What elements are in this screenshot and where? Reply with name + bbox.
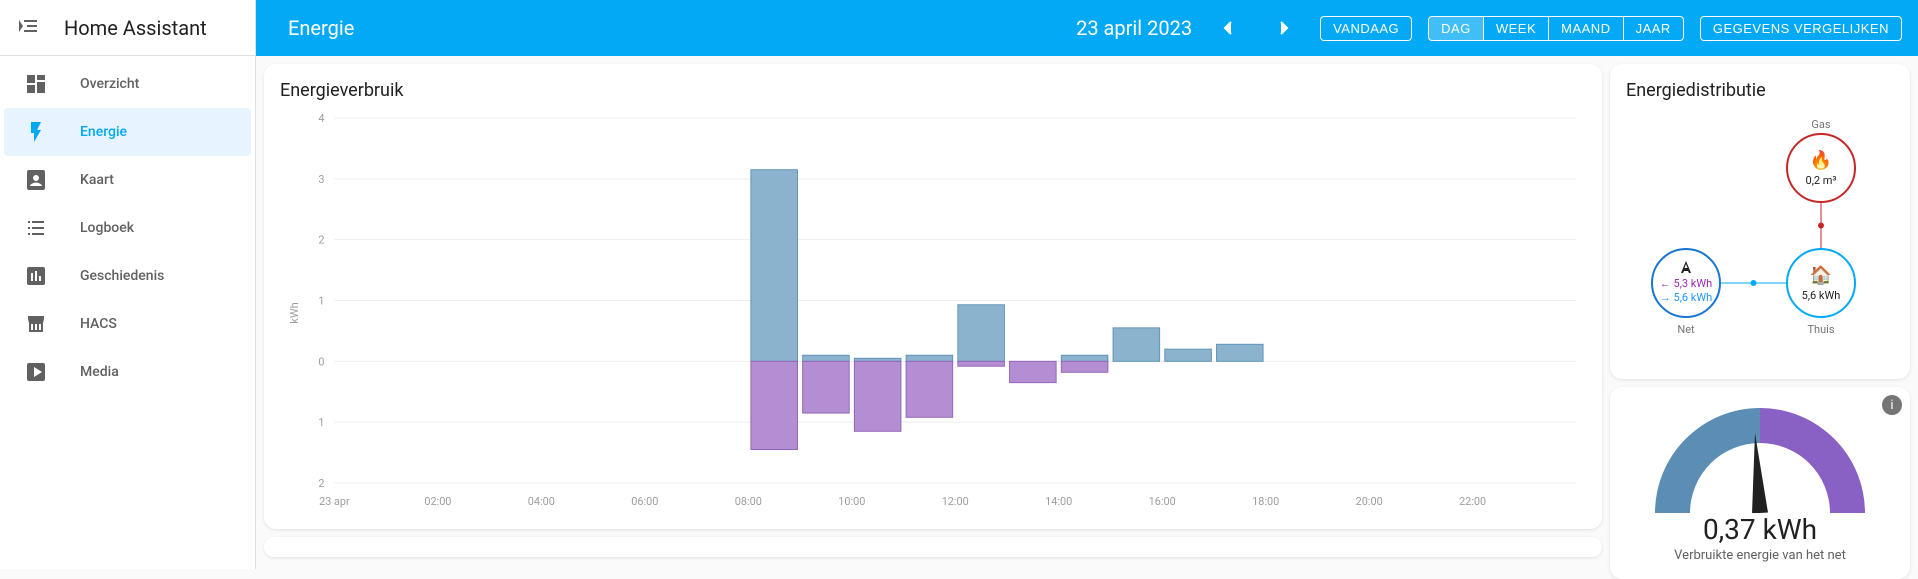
sidebar-item-hacs[interactable]: HACS: [4, 300, 251, 348]
current-date: 23 april 2023: [1076, 16, 1192, 40]
svg-text:3: 3: [318, 173, 324, 186]
period-maand-button[interactable]: Maand: [1549, 17, 1623, 40]
store-icon: [24, 312, 48, 336]
bar-pos: [1217, 344, 1264, 361]
main: Energie 23 april 2023 Vandaag DagWeekMaa…: [256, 0, 1918, 569]
sidebar-item-label: Overzicht: [80, 76, 139, 92]
next-period-button[interactable]: [1264, 8, 1304, 48]
svg-text:kWh: kWh: [288, 302, 301, 323]
period-dag-button[interactable]: Dag: [1429, 17, 1484, 40]
svg-text:5,6 kWh: 5,6 kWh: [1802, 289, 1841, 302]
svg-text:1: 1: [318, 294, 324, 307]
sidebar-header: Home Assistant: [0, 0, 255, 56]
svg-text:Net: Net: [1677, 323, 1695, 336]
next-card-stub: [264, 537, 1602, 557]
prev-period-button[interactable]: [1208, 8, 1248, 48]
app-title: Home Assistant: [64, 16, 207, 40]
svg-text:04:00: 04:00: [528, 495, 555, 508]
bar-pos: [751, 170, 798, 362]
sidebar-item-media[interactable]: Media: [4, 348, 251, 396]
gauge-label: Verbruikte energie van het net: [1674, 548, 1846, 563]
sidebar-item-label: Energie: [80, 124, 127, 140]
sidebar-item-kaart[interactable]: Kaart: [4, 156, 251, 204]
sidebar: Home Assistant Overzicht Energie Kaart Logb…: [0, 0, 256, 569]
bar-pos: [1061, 355, 1108, 361]
svg-text:→ 5,6 kWh: → 5,6 kWh: [1660, 291, 1712, 304]
sidebar-item-label: Media: [80, 364, 119, 380]
sidebar-item-overzicht[interactable]: Overzicht: [4, 60, 251, 108]
sidebar-item-label: Geschiedenis: [80, 268, 164, 284]
energy-distribution-card: Energiedistributie 🔥 0,2 m³ Gas 🏠 5,6 kWh Thu…: [1610, 64, 1910, 379]
svg-text:12:00: 12:00: [942, 495, 969, 508]
svg-text:Gas: Gas: [1811, 118, 1830, 131]
bar-neg: [803, 361, 850, 413]
content: Energieverbruik 4 3 2 1 0 1 2 kWh 23 apr 02:00 04:…: [256, 56, 1918, 569]
dashboard-icon: [24, 72, 48, 96]
svg-text:22:00: 22:00: [1459, 495, 1486, 508]
bar-pos: [958, 305, 1005, 362]
account-box-icon: [24, 168, 48, 192]
svg-text:18:00: 18:00: [1252, 495, 1279, 508]
svg-text:08:00: 08:00: [735, 495, 762, 508]
play-box-icon: [24, 360, 48, 384]
bar-neg: [906, 361, 953, 417]
flash-icon: [24, 120, 48, 144]
svg-text:1: 1: [318, 416, 324, 429]
svg-text:2: 2: [318, 234, 324, 247]
svg-text:02:00: 02:00: [424, 495, 451, 508]
svg-text:🏠: 🏠: [1810, 265, 1832, 286]
period-group: DagWeekMaandJaar: [1428, 16, 1684, 41]
info-icon[interactable]: i: [1882, 395, 1902, 415]
bar-neg: [1010, 361, 1057, 382]
bar-neg: [958, 361, 1005, 366]
svg-text:16:00: 16:00: [1149, 495, 1176, 508]
net-consumption-gauge-card: i 0,37 kWh Verbruikte energie van het ne…: [1610, 387, 1910, 579]
gauge-pointer: [1752, 433, 1768, 513]
sidebar-item-energie[interactable]: Energie: [4, 108, 251, 156]
bar-pos: [1113, 328, 1160, 361]
compare-button[interactable]: Gegevens vergelijken: [1700, 16, 1902, 41]
energy-usage-title: Energieverbruik: [280, 80, 1586, 101]
svg-text:2: 2: [318, 477, 324, 490]
sidebar-item-label: Kaart: [80, 172, 114, 188]
menu-toggle-icon[interactable]: [16, 14, 40, 42]
topbar: Energie 23 april 2023 Vandaag DagWeekMaa…: [256, 0, 1918, 56]
sidebar-item-label: Logboek: [80, 220, 134, 236]
page-title: Energie: [288, 16, 354, 40]
today-button[interactable]: Vandaag: [1320, 16, 1412, 41]
energy-distribution-title: Energiedistributie: [1626, 80, 1894, 101]
svg-text:🔥: 🔥: [1810, 149, 1832, 171]
bar-pos: [803, 355, 850, 361]
svg-text:4: 4: [318, 113, 324, 125]
bar-neg: [1061, 361, 1108, 372]
energy-usage-chart: 4 3 2 1 0 1 2 kWh 23 apr 02:00 04:00 06:00 08:00 10:0…: [280, 113, 1586, 513]
svg-text:06:00: 06:00: [631, 495, 658, 508]
bar-pos: [906, 355, 953, 361]
bar-neg: [751, 361, 798, 449]
svg-text:23 apr: 23 apr: [319, 495, 350, 508]
bar-pos: [1165, 349, 1212, 361]
svg-text:← 5,3 kWh: ← 5,3 kWh: [1660, 277, 1712, 290]
net-consumption-gauge: 0,37 kWh Verbruikte energie van het net: [1626, 403, 1894, 563]
svg-text:0,2 m³: 0,2 m³: [1806, 174, 1837, 187]
sidebar-nav: Overzicht Energie Kaart Logboek Geschiedenis…: [0, 56, 255, 396]
list-icon: [24, 216, 48, 240]
period-week-button[interactable]: Week: [1484, 17, 1549, 40]
sidebar-item-geschiedenis[interactable]: Geschiedenis: [4, 252, 251, 300]
period-jaar-button[interactable]: Jaar: [1624, 17, 1683, 40]
sidebar-item-logboek[interactable]: Logboek: [4, 204, 251, 252]
svg-text:10:00: 10:00: [838, 495, 865, 508]
svg-text:0: 0: [318, 355, 324, 368]
energy-distribution-diagram: 🔥 0,2 m³ Gas 🏠 5,6 kWh Thuis ← 5,3 kWh→ 5,6 kW…: [1626, 113, 1894, 363]
sidebar-item-label: HACS: [80, 316, 117, 332]
svg-text:Thuis: Thuis: [1807, 323, 1834, 336]
svg-text:20:00: 20:00: [1356, 495, 1383, 508]
chart-box-icon: [24, 264, 48, 288]
svg-text:14:00: 14:00: [1045, 495, 1072, 508]
bar-neg: [854, 361, 901, 431]
gauge-value: 0,37 kWh: [1703, 513, 1817, 546]
energy-usage-card: Energieverbruik 4 3 2 1 0 1 2 kWh 23 apr 02:00 04:…: [264, 64, 1602, 529]
